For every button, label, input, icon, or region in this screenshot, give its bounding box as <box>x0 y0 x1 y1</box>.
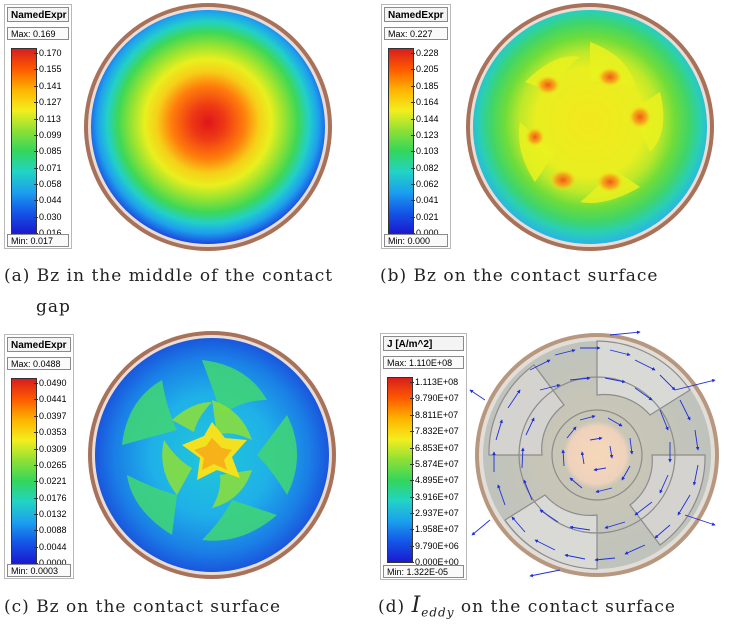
legend-d-tick-8: 2.937E+07 <box>410 507 459 518</box>
caption-b: (b) Bz on the contact surface <box>380 266 659 286</box>
legend-a-tick-5: 0.099 <box>34 129 62 140</box>
legend-a-tick-9: 0.044 <box>34 195 62 206</box>
legend-a-tick-8: 0.058 <box>34 178 62 189</box>
legend-c-tick-7: 0.0176 <box>34 492 67 503</box>
legend-b-tick-7: 0.082 <box>411 162 439 173</box>
legend-d-tick-11: 0.000E+00 <box>410 557 459 567</box>
legend-c-tick-2: 0.0397 <box>34 410 67 421</box>
legend-b-tick-2: 0.185 <box>411 80 439 91</box>
legend-d-max: Max: 1.110E+08 <box>383 356 464 369</box>
legend-d-tick-5: 5.874E+07 <box>410 458 459 469</box>
legend-a-min: Min: 0.017 <box>7 234 69 247</box>
legend-c-tick-1: 0.0441 <box>34 394 67 405</box>
legend-a-tick-7: 0.071 <box>34 162 62 173</box>
legend-b-tick-3: 0.164 <box>411 97 439 108</box>
caption-a: (a) Bz in the middle of the contact <box>4 266 334 286</box>
legend-b-tick-0: 0.228 <box>411 48 439 58</box>
legend-d-tick-4: 6.853E+07 <box>410 442 459 453</box>
legend-a-tick-10: 0.030 <box>34 211 62 222</box>
contour-plot-a <box>84 3 332 251</box>
legend-c-colorbar <box>11 378 37 564</box>
legend-a: NamedExpr Max: 0.169 0.170 0.155 0.141 0… <box>4 4 72 249</box>
legend-a-max: Max: 0.169 <box>7 27 69 40</box>
legend-b-tick-11: 0.000 <box>411 228 439 238</box>
legend-d-tick-9: 1.958E+07 <box>410 524 459 535</box>
legend-d-tick-1: 9.790E+07 <box>410 393 459 404</box>
legend-d-colorbar <box>387 377 413 563</box>
legend-b-tick-5: 0.123 <box>411 129 439 140</box>
legend-d-tick-10: 9.790E+06 <box>410 540 459 551</box>
legend-d-tick-6: 4.895E+07 <box>410 475 459 486</box>
swirl-arms-c <box>122 360 297 541</box>
contour-plot-b <box>466 3 714 251</box>
caption-d-symbol: I <box>411 593 422 618</box>
legend-a-tick-1: 0.155 <box>34 64 62 75</box>
legend-d: J [A/m^2] Max: 1.110E+08 1.113E+08 9.790… <box>380 333 467 580</box>
legend-c-title: NamedExpr <box>7 337 71 352</box>
legend-d-title: J [A/m^2] <box>383 336 464 351</box>
field-disc-b <box>473 10 707 244</box>
field-disc-a <box>91 10 325 244</box>
legend-a-tick-4: 0.113 <box>34 113 61 124</box>
legend-a-tick-11: 0.016 <box>34 228 62 238</box>
legend-c-min: Min: 0.0003 <box>7 564 71 577</box>
legend-b-max: Max: 0.227 <box>384 27 448 40</box>
caption-a-line2: gap <box>36 297 71 317</box>
legend-c-tick-11: 0.0000 <box>34 558 67 568</box>
hotspots-b <box>525 67 652 193</box>
legend-c-tick-9: 0.0088 <box>34 525 67 536</box>
caption-d-suffix: on the contact surface <box>460 597 676 617</box>
legend-d-tick-0: 1.113E+08 <box>409 377 459 387</box>
legend-a-tick-0: 0.170 <box>34 48 62 58</box>
legend-d-tick-3: 7.832E+07 <box>410 426 459 437</box>
caption-d-subscript: eddy <box>421 605 455 620</box>
legend-b-tick-6: 0.103 <box>411 146 439 157</box>
legend-c-tick-5: 0.0265 <box>34 459 67 470</box>
coil-slots-d <box>488 340 706 570</box>
legend-c-tick-10: 0.0044 <box>34 541 67 552</box>
swirl-inner-c <box>162 400 252 508</box>
caption-d-prefix: (d) <box>378 597 406 617</box>
caption-c: (c) Bz on the contact surface <box>4 597 282 617</box>
legend-b-title: NamedExpr <box>384 7 448 22</box>
legend-c-tick-6: 0.0221 <box>34 476 67 487</box>
legend-d-tick-7: 3.916E+07 <box>410 491 459 502</box>
legend-b-colorbar <box>388 48 414 234</box>
legend-b: NamedExpr Max: 0.227 0.228 0.205 0.185 0… <box>381 4 451 249</box>
legend-b-tick-1: 0.205 <box>411 64 439 75</box>
legend-a-title: NamedExpr <box>7 7 69 22</box>
legend-a-tick-2: 0.141 <box>34 80 62 91</box>
legend-d-min: Min: 1.322E-05 <box>383 565 464 578</box>
legend-c-tick-3: 0.0353 <box>34 427 67 438</box>
legend-a-tick-3: 0.127 <box>34 97 62 108</box>
legend-b-tick-9: 0.041 <box>411 195 439 206</box>
legend-d-tick-2: 8.811E+07 <box>409 409 459 420</box>
legend-a-colorbar <box>11 48 37 234</box>
legend-a-tick-6: 0.085 <box>34 146 62 157</box>
legend-c-tick-4: 0.0309 <box>34 443 67 454</box>
legend-c-max: Max: 0.0488 <box>7 357 71 370</box>
legend-b-tick-10: 0.021 <box>411 211 439 222</box>
current-vectors-d <box>469 330 716 578</box>
contour-plot-c <box>88 331 336 579</box>
legend-c: NamedExpr Max: 0.0488 0.0490 0.0441 0.03… <box>4 334 74 579</box>
legend-b-tick-8: 0.062 <box>411 178 439 189</box>
legend-c-tick-0: 0.0490 <box>34 378 67 388</box>
legend-b-min: Min: 0.000 <box>384 234 448 247</box>
caption-d: (d) Ieddy on the contact surface <box>378 593 676 619</box>
legend-c-tick-8: 0.0132 <box>34 508 67 519</box>
current-density-plot-d <box>469 330 719 578</box>
legend-b-tick-4: 0.144 <box>411 113 439 124</box>
